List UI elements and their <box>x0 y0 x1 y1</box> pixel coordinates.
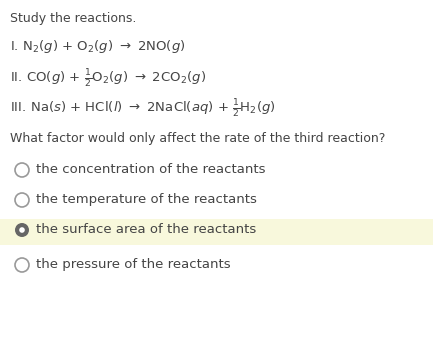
Text: the pressure of the reactants: the pressure of the reactants <box>36 258 231 271</box>
Circle shape <box>15 163 29 177</box>
Circle shape <box>15 258 29 272</box>
Text: the concentration of the reactants: the concentration of the reactants <box>36 163 265 176</box>
Circle shape <box>19 227 25 233</box>
Text: II. CO($g$) + $\frac{1}{2}$O$_2$($g$) $\rightarrow$ 2CO$_2$($g$): II. CO($g$) + $\frac{1}{2}$O$_2$($g$) $\… <box>10 68 206 90</box>
Text: the temperature of the reactants: the temperature of the reactants <box>36 193 257 206</box>
Text: I. N$_2$($g$) + O$_2$($g$) $\rightarrow$ 2NO($g$): I. N$_2$($g$) + O$_2$($g$) $\rightarrow$… <box>10 38 185 55</box>
Circle shape <box>15 223 29 237</box>
Circle shape <box>15 193 29 207</box>
Text: What factor would only affect the rate of the third reaction?: What factor would only affect the rate o… <box>10 132 385 145</box>
Text: Study the reactions.: Study the reactions. <box>10 12 136 25</box>
FancyBboxPatch shape <box>0 219 433 245</box>
Text: the surface area of the reactants: the surface area of the reactants <box>36 223 256 236</box>
Text: III. Na($s$) + HCl($l$) $\rightarrow$ 2NaCl($aq$) + $\frac{1}{2}$H$_2$($g$): III. Na($s$) + HCl($l$) $\rightarrow$ 2N… <box>10 98 276 120</box>
